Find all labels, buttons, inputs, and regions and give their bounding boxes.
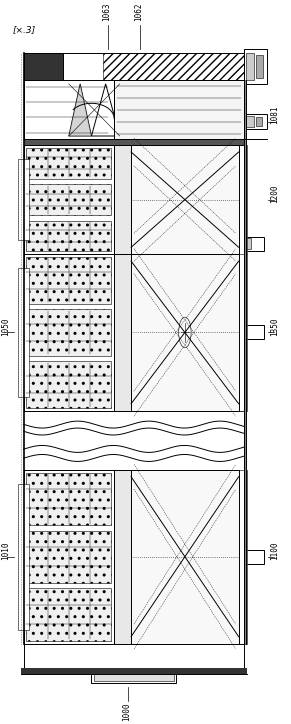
- Bar: [26, 589, 111, 641]
- Bar: [24, 80, 114, 140]
- Bar: [244, 49, 267, 84]
- Bar: [114, 80, 244, 140]
- Bar: [244, 237, 264, 251]
- Text: 1063: 1063: [102, 3, 111, 21]
- Text: 1200: 1200: [270, 185, 279, 203]
- Text: 1050: 1050: [1, 317, 10, 336]
- Bar: [244, 254, 246, 411]
- Bar: [256, 117, 262, 126]
- Bar: [26, 531, 111, 583]
- Bar: [24, 53, 244, 80]
- Bar: [24, 53, 63, 80]
- Bar: [26, 309, 111, 355]
- Bar: [244, 145, 246, 254]
- Bar: [21, 668, 247, 673]
- Bar: [91, 668, 176, 683]
- Bar: [103, 53, 244, 80]
- Bar: [131, 470, 239, 644]
- Bar: [244, 80, 246, 644]
- Text: 1081: 1081: [270, 106, 279, 125]
- Bar: [24, 644, 244, 668]
- Text: 1062: 1062: [134, 3, 143, 21]
- Polygon shape: [69, 84, 91, 136]
- Bar: [24, 470, 114, 644]
- Bar: [246, 116, 254, 127]
- Text: [×.3]: [×.3]: [12, 25, 35, 34]
- Text: 1100: 1100: [270, 542, 279, 560]
- Bar: [244, 550, 264, 564]
- Bar: [18, 484, 29, 630]
- Bar: [246, 238, 251, 249]
- Bar: [26, 148, 111, 179]
- Bar: [26, 184, 111, 215]
- Bar: [131, 145, 239, 254]
- Bar: [24, 140, 244, 145]
- Bar: [26, 473, 111, 525]
- Bar: [24, 254, 114, 411]
- Bar: [18, 268, 29, 397]
- Bar: [256, 54, 263, 78]
- Bar: [114, 145, 131, 254]
- Bar: [24, 145, 114, 254]
- Bar: [114, 470, 131, 644]
- Bar: [244, 326, 264, 340]
- Bar: [246, 53, 254, 80]
- Text: 1350: 1350: [270, 317, 279, 336]
- Bar: [94, 670, 173, 681]
- Bar: [244, 470, 246, 644]
- Bar: [114, 254, 131, 411]
- Bar: [26, 257, 111, 303]
- Text: 1000: 1000: [122, 703, 131, 721]
- Bar: [26, 221, 111, 251]
- Bar: [131, 254, 239, 411]
- Bar: [18, 159, 29, 240]
- Text: 1010: 1010: [1, 542, 10, 560]
- Bar: [244, 114, 267, 129]
- Bar: [26, 361, 111, 408]
